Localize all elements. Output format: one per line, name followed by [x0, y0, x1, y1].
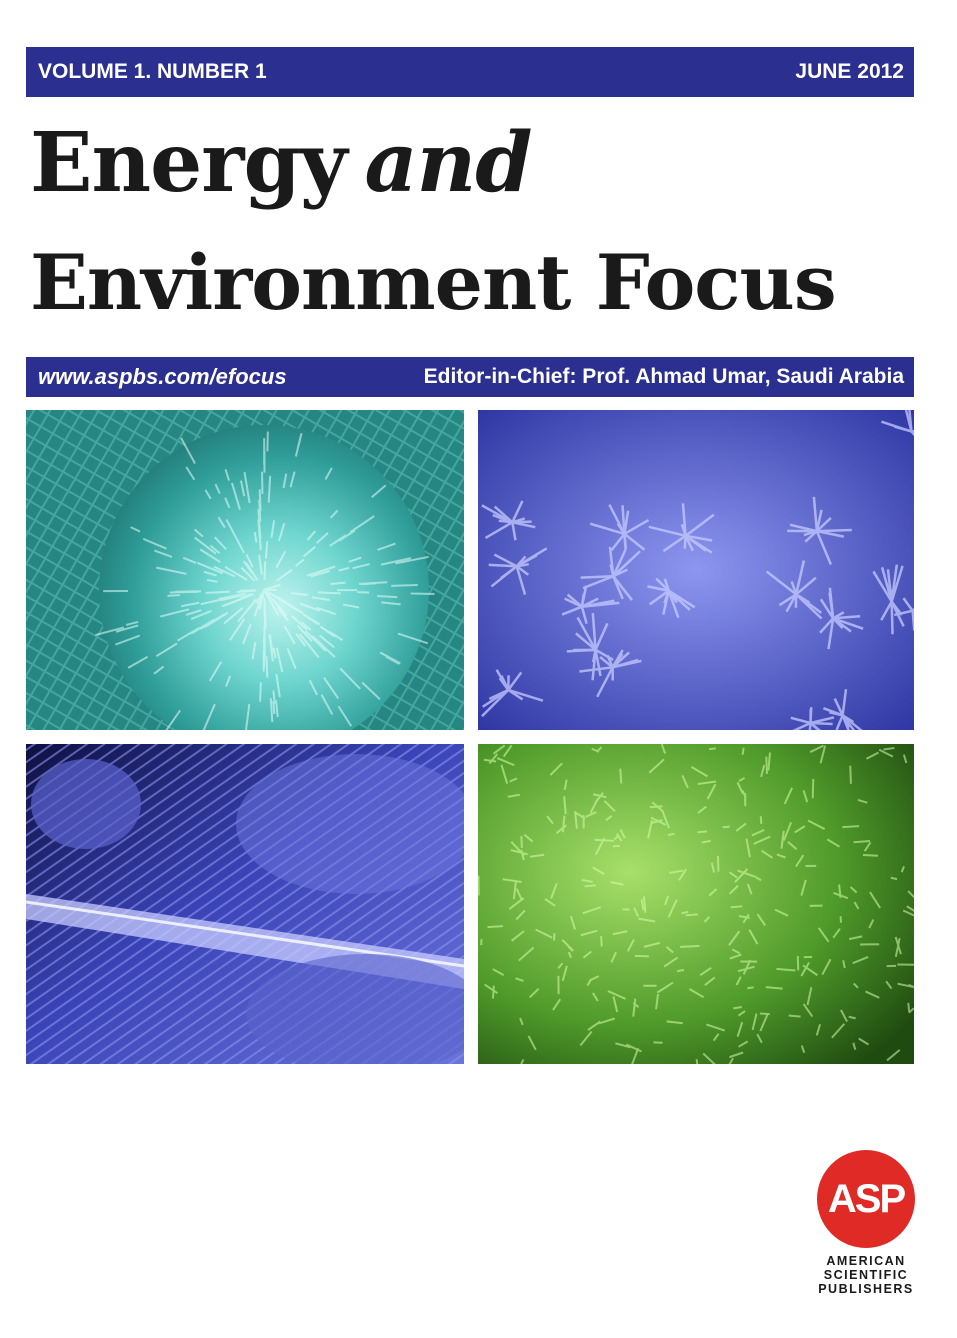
cover-image-green-sheets: [478, 744, 914, 1064]
cover-image-cyan: [26, 410, 464, 730]
volume-number: VOLUME 1. NUMBER 1: [38, 60, 267, 83]
publisher-line-1: AMERICAN: [826, 1254, 906, 1268]
journal-title-line-2: Environment Focus: [30, 238, 837, 327]
publisher-name: AMERICAN SCIENTIFIC PUBLISHERS: [812, 1254, 920, 1296]
journal-title-line-1: Energy and: [30, 122, 533, 204]
cover-image-blue-flowers: [478, 410, 914, 730]
asp-publisher-logo: ASP AMERICAN SCIENTIFIC PUBLISHERS: [812, 1150, 920, 1296]
journal-url[interactable]: www.aspbs.com/efocus: [38, 364, 287, 389]
title-word-and: and: [364, 115, 532, 211]
issue-date: JUNE 2012: [795, 60, 904, 83]
editor-in-chief: Editor-in-Chief: Prof. Ahmad Umar, Saudi…: [423, 365, 904, 388]
asp-logo-icon: ASP: [817, 1150, 915, 1248]
publisher-line-2: SCIENTIFIC: [823, 1268, 909, 1282]
title-word-energy: Energy: [30, 115, 347, 211]
info-banner: www.aspbs.com/efocus Editor-in-Chief: Pr…: [26, 357, 914, 397]
publisher-line-3: PUBLISHERS: [818, 1282, 914, 1296]
cover-image-blue-rods: [26, 744, 464, 1064]
issue-banner: VOLUME 1. NUMBER 1 JUNE 2012: [26, 47, 914, 97]
